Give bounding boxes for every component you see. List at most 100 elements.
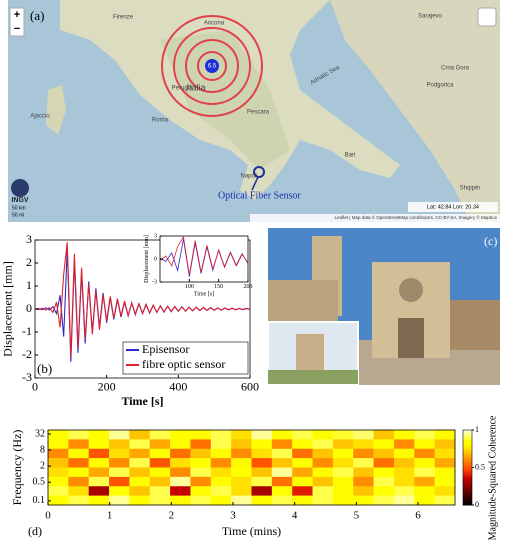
x-tick-label: 0 — [32, 379, 38, 393]
heat-cell — [190, 467, 212, 478]
heat-cell — [149, 495, 171, 506]
colorbar-step — [463, 470, 472, 473]
heat-cell — [170, 476, 191, 487]
y-tick-label: 2 — [26, 255, 32, 269]
inset-ground — [268, 370, 358, 384]
y-tick-label: 0.1 — [33, 495, 46, 506]
sensor-pointer — [251, 176, 259, 191]
colorbar-step — [463, 467, 472, 471]
x-axis-label: Time [s] — [194, 291, 214, 297]
heat-cell — [312, 439, 334, 450]
panel-label: (c) — [484, 234, 497, 248]
heat-cell — [149, 458, 171, 468]
heat-cell — [231, 458, 252, 468]
heat-cell — [48, 458, 69, 468]
heat-cell — [190, 430, 212, 440]
heat-cell — [48, 439, 69, 450]
y-tick-label: 3 — [154, 233, 157, 239]
heat-cell — [434, 476, 456, 487]
heat-cell — [271, 486, 293, 496]
heat-cell — [353, 448, 374, 459]
heat-cell — [129, 439, 151, 450]
zoom-control[interactable] — [9, 7, 25, 37]
place-label: Italia — [186, 82, 205, 92]
y-tick-label: -3 — [22, 370, 32, 384]
x-tick-label: 3 — [230, 510, 236, 522]
heat-cell — [312, 458, 334, 468]
colorbar-step — [463, 440, 472, 443]
heat-cell — [251, 486, 273, 496]
heat-cell — [190, 448, 212, 459]
place-label: Crna Gora — [441, 66, 470, 72]
colorbar-step — [463, 482, 472, 486]
map-land-balkans — [330, 0, 500, 222]
heat-cell — [271, 467, 293, 478]
rubble — [450, 300, 500, 350]
heat-cell — [292, 458, 313, 468]
heat-cell — [88, 439, 110, 450]
heat-cell — [414, 486, 435, 496]
heat-cell — [353, 495, 374, 506]
heat-cell — [292, 467, 313, 478]
heat-cell — [109, 476, 130, 487]
heat-cell — [129, 486, 151, 496]
heat-cell — [149, 448, 171, 459]
heat-cell — [109, 486, 130, 496]
logo-badge — [11, 179, 29, 197]
heat-cell — [68, 458, 89, 468]
layers-control[interactable] — [477, 7, 497, 27]
heat-cell — [88, 467, 110, 478]
heat-cell — [353, 486, 374, 496]
heat-cell — [210, 476, 232, 487]
colorbar-step — [463, 445, 472, 448]
place-label: Pescara — [247, 110, 270, 116]
place-label: Roma — [152, 118, 169, 124]
heat-cell — [231, 476, 252, 487]
ring — [185, 39, 239, 93]
panel-label: (b) — [37, 361, 52, 376]
x-tick-label: 6 — [415, 510, 421, 522]
y-tick-label: 0 — [26, 301, 32, 315]
y-tick-label: -3 — [152, 279, 157, 285]
logo: INGV — [11, 197, 28, 204]
heat-cell — [292, 448, 313, 459]
series-line — [159, 235, 249, 276]
colorbar-step — [463, 460, 472, 463]
heat-cell — [149, 486, 171, 496]
heat-cell — [129, 448, 151, 459]
colorbar-step — [463, 432, 472, 436]
heat-cell — [210, 439, 232, 450]
heat-cell — [353, 467, 374, 478]
heat-cell — [68, 467, 89, 478]
heat-cell — [109, 439, 130, 450]
heat-cell — [109, 430, 130, 440]
scale-mi: 50 mi — [12, 212, 24, 218]
colorbar-step — [463, 452, 472, 456]
heat-cell — [68, 495, 89, 506]
magnitude: 6.5 — [208, 64, 217, 70]
heat-cell — [170, 458, 191, 468]
panel-label: (a) — [30, 8, 44, 23]
heat-cell — [292, 430, 313, 440]
heat-cell — [373, 439, 395, 450]
rose-window — [399, 278, 423, 302]
heat-cell — [190, 439, 212, 450]
y-tick-label: 2 — [40, 460, 45, 471]
colorbar-step — [463, 447, 472, 451]
colorbar-step — [463, 472, 472, 476]
heat-cell — [149, 430, 171, 440]
heat-cell — [170, 467, 191, 478]
heat-cell — [48, 430, 69, 440]
place-label: Perugia — [172, 86, 193, 92]
heat-cell — [292, 495, 313, 506]
heat-cell — [190, 476, 212, 487]
x-tick-label: 150 — [214, 284, 223, 290]
heat-cell — [353, 458, 374, 468]
x-tick-label: 5 — [354, 510, 360, 522]
x-tick-label: 100 — [185, 284, 194, 290]
heat-cell — [88, 495, 110, 506]
map-land-corsica — [46, 85, 66, 135]
heat-cell — [332, 458, 354, 468]
heat-cell — [190, 495, 212, 506]
colorbar-step — [463, 457, 472, 461]
